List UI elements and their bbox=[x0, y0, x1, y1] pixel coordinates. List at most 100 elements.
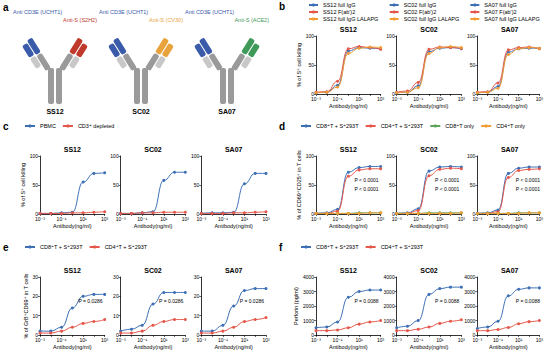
svg-text:SS12 full IgG: SS12 full IgG bbox=[323, 2, 355, 8]
svg-text:100: 100 bbox=[306, 33, 315, 39]
svg-text:10¹: 10¹ bbox=[241, 216, 249, 222]
svg-text:10³: 10³ bbox=[262, 216, 270, 222]
svg-text:10⁻¹: 10⁻¹ bbox=[218, 337, 228, 343]
svg-text:10⁻³: 10⁻³ bbox=[472, 96, 482, 102]
svg-text:1000: 1000 bbox=[464, 318, 475, 324]
svg-text:Anti-S (S2H2): Anti-S (S2H2) bbox=[63, 17, 97, 23]
svg-text:10¹: 10¹ bbox=[160, 337, 168, 343]
svg-text:CD8⁺T + S⁺293T: CD8⁺T + S⁺293T bbox=[316, 244, 359, 250]
svg-text:c: c bbox=[3, 121, 9, 132]
svg-text:50: 50 bbox=[308, 62, 314, 68]
svg-text:10⁻³: 10⁻³ bbox=[392, 337, 402, 343]
svg-text:20: 20 bbox=[32, 293, 38, 299]
svg-text:CD8⁺T + S⁺293T: CD8⁺T + S⁺293T bbox=[40, 244, 83, 250]
svg-text:10⁻¹: 10⁻¹ bbox=[413, 96, 423, 102]
svg-text:10⁻¹: 10⁻¹ bbox=[493, 216, 503, 222]
svg-text:10¹: 10¹ bbox=[355, 216, 363, 222]
svg-text:10⁻¹: 10⁻¹ bbox=[493, 96, 503, 102]
svg-text:10⁻¹: 10⁻¹ bbox=[333, 216, 343, 222]
svg-text:10⁻³: 10⁻³ bbox=[35, 216, 45, 222]
svg-text:10⁻³: 10⁻³ bbox=[392, 216, 402, 222]
svg-text:Antibody(ng/ml): Antibody(ng/ml) bbox=[329, 223, 368, 229]
svg-text:Antibody(ng/ml): Antibody(ng/ml) bbox=[214, 344, 253, 350]
svg-text:SC02 full IgG LALAPG: SC02 full IgG LALAPG bbox=[404, 16, 460, 22]
svg-text:100: 100 bbox=[467, 153, 476, 159]
svg-text:10⁻³: 10⁻³ bbox=[311, 216, 321, 222]
svg-text:10⁻¹: 10⁻¹ bbox=[333, 96, 343, 102]
svg-text:CD4⁺T + S⁺293T: CD4⁺T + S⁺293T bbox=[381, 244, 424, 250]
svg-text:P < 0.0001: P < 0.0001 bbox=[516, 177, 540, 183]
svg-text:SA07: SA07 bbox=[225, 146, 243, 153]
svg-text:50: 50 bbox=[470, 182, 476, 188]
svg-text:10¹: 10¹ bbox=[160, 216, 168, 222]
svg-text:Antibody(ng/ml): Antibody(ng/ml) bbox=[410, 103, 449, 109]
svg-text:SS12 full IgG LALAPG: SS12 full IgG LALAPG bbox=[323, 16, 378, 22]
svg-text:10¹: 10¹ bbox=[515, 337, 523, 343]
svg-text:100: 100 bbox=[30, 153, 39, 159]
svg-text:3000: 3000 bbox=[303, 289, 314, 295]
svg-text:CD4⁺T + S⁺293T: CD4⁺T + S⁺293T bbox=[105, 244, 148, 250]
svg-text:4000: 4000 bbox=[464, 274, 475, 280]
svg-text:Antibody(ng/ml): Antibody(ng/ml) bbox=[329, 103, 368, 109]
svg-text:100: 100 bbox=[191, 153, 200, 159]
svg-text:% of GrB⁺CD69⁺ in T cells: % of GrB⁺CD69⁺ in T cells bbox=[23, 273, 29, 338]
svg-text:10³: 10³ bbox=[536, 96, 544, 102]
svg-text:20: 20 bbox=[113, 293, 119, 299]
svg-text:10¹: 10¹ bbox=[515, 96, 523, 102]
svg-text:Antibody(ng/ml): Antibody(ng/ml) bbox=[134, 223, 173, 229]
svg-text:d: d bbox=[279, 121, 285, 132]
svg-text:SA07 full IgG: SA07 full IgG bbox=[484, 2, 516, 8]
svg-text:3000: 3000 bbox=[384, 289, 395, 295]
svg-text:SA07: SA07 bbox=[501, 146, 519, 153]
svg-text:10⁻³: 10⁻³ bbox=[311, 96, 321, 102]
svg-text:SA07 full IgG LALAPG: SA07 full IgG LALAPG bbox=[484, 16, 539, 22]
svg-text:e: e bbox=[3, 242, 9, 253]
svg-text:P < 0.0001: P < 0.0001 bbox=[516, 186, 540, 192]
svg-text:1000: 1000 bbox=[384, 318, 395, 324]
svg-text:50: 50 bbox=[470, 62, 476, 68]
svg-text:10³: 10³ bbox=[536, 216, 544, 222]
svg-text:10: 10 bbox=[113, 313, 119, 319]
svg-text:SC02 full IgG: SC02 full IgG bbox=[404, 2, 437, 8]
svg-text:10⁻¹: 10⁻¹ bbox=[218, 216, 228, 222]
svg-text:10⁻³: 10⁻³ bbox=[196, 216, 206, 222]
svg-text:10³: 10³ bbox=[101, 216, 109, 222]
svg-text:10¹: 10¹ bbox=[436, 216, 444, 222]
svg-text:SA07: SA07 bbox=[501, 267, 519, 274]
svg-text:SS12: SS12 bbox=[46, 108, 63, 115]
svg-text:P < 0.0001: P < 0.0001 bbox=[354, 177, 378, 183]
svg-text:2000: 2000 bbox=[464, 303, 475, 309]
svg-text:2000: 2000 bbox=[303, 303, 314, 309]
svg-text:Antibody(ng/ml): Antibody(ng/ml) bbox=[329, 344, 368, 350]
svg-text:100: 100 bbox=[386, 153, 395, 159]
svg-text:10⁻¹: 10⁻¹ bbox=[493, 337, 503, 343]
svg-text:50: 50 bbox=[194, 182, 200, 188]
svg-text:SA07 F(ab')2: SA07 F(ab')2 bbox=[484, 9, 516, 15]
svg-text:Antibody(ng/ml): Antibody(ng/ml) bbox=[489, 223, 528, 229]
svg-text:10⁻¹: 10⁻¹ bbox=[137, 216, 147, 222]
svg-text:100: 100 bbox=[386, 33, 395, 39]
svg-text:10³: 10³ bbox=[458, 96, 466, 102]
svg-text:P = 0.0088: P = 0.0088 bbox=[354, 298, 378, 304]
svg-text:SS12: SS12 bbox=[64, 267, 81, 274]
svg-text:50: 50 bbox=[389, 62, 395, 68]
svg-text:SA07: SA07 bbox=[501, 26, 519, 33]
svg-text:P = 0.0286: P = 0.0286 bbox=[78, 298, 102, 304]
svg-text:20: 20 bbox=[194, 293, 200, 299]
svg-text:SC02: SC02 bbox=[420, 267, 438, 274]
svg-text:b: b bbox=[279, 1, 285, 12]
svg-text:1000: 1000 bbox=[303, 318, 314, 324]
svg-text:P < 0.0001: P < 0.0001 bbox=[435, 186, 459, 192]
svg-text:SC02: SC02 bbox=[144, 146, 162, 153]
svg-text:10⁻¹: 10⁻¹ bbox=[413, 337, 423, 343]
svg-text:10¹: 10¹ bbox=[436, 337, 444, 343]
svg-text:4000: 4000 bbox=[384, 274, 395, 280]
svg-text:P < 0.0001: P < 0.0001 bbox=[354, 186, 378, 192]
svg-text:100: 100 bbox=[306, 153, 315, 159]
svg-text:f: f bbox=[279, 242, 283, 253]
svg-text:% of S⁺ cell killing: % of S⁺ cell killing bbox=[20, 163, 26, 207]
svg-text:10³: 10³ bbox=[182, 337, 190, 343]
svg-text:Anti CD3E (UCHT1): Anti CD3E (UCHT1) bbox=[185, 9, 234, 15]
svg-text:100: 100 bbox=[467, 33, 476, 39]
svg-text:P < 0.0001: P < 0.0001 bbox=[435, 177, 459, 183]
